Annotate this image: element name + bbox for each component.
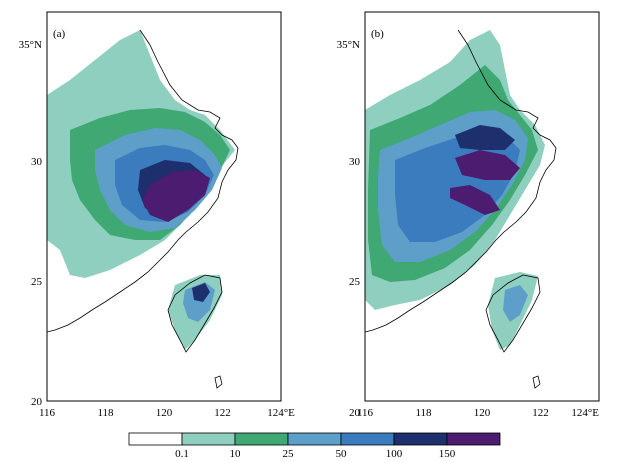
x-tick-label: 122 — [214, 407, 231, 419]
x-tick-label: 116 — [357, 407, 374, 419]
panel-label-a: (a) — [53, 28, 66, 40]
map-panel-b: (b) 116 118 120 122 124°E 35°N 30 25 20 — [337, 11, 600, 419]
taiwan-outline-b — [485, 274, 541, 353]
colorbar-tick-label: 150 — [439, 448, 456, 460]
colorbar: 0.1 10 25 50 100 150 — [128, 432, 501, 460]
x-tick-label: 124°E — [267, 407, 295, 419]
y-ticks-b: 35°N 30 25 20 — [337, 39, 361, 419]
colorbar-swatch — [128, 432, 183, 446]
coastline-b — [365, 29, 557, 333]
x-tick-label: 120 — [474, 407, 491, 419]
x-tick-label: 120 — [156, 407, 173, 419]
coastline-a — [47, 29, 239, 333]
colorbar-tick-label: 25 — [283, 448, 295, 460]
frame-b — [364, 11, 600, 402]
y-tick-label: 20 — [31, 396, 43, 408]
colorbar-tick-label: 100 — [386, 448, 403, 460]
precip-field-a — [47, 29, 239, 389]
y-tick-label: 35°N — [19, 39, 42, 51]
precip-band-max-b2 — [450, 185, 500, 215]
colorbar-swatch — [340, 432, 395, 446]
y-ticks-a: 35°N 30 25 20 — [19, 39, 43, 408]
precip-band-max-a2 — [192, 283, 210, 302]
island-b — [532, 375, 541, 389]
precip-band-25-50-b2 — [503, 285, 528, 322]
colorbar-tick-label: 50 — [336, 448, 348, 460]
colorbar-tick-label: 10 — [230, 448, 242, 460]
precip-band-max-b — [455, 150, 520, 180]
precip-band-100-150-b — [455, 125, 515, 150]
x-tick-label: 118 — [415, 407, 432, 419]
precip-band-max-a — [142, 170, 210, 222]
island-a — [214, 375, 223, 389]
y-tick-label: 35°N — [337, 39, 360, 51]
panel-label-b: (b) — [371, 28, 384, 40]
x-ticks-b: 116 118 120 122 124°E — [357, 407, 599, 419]
y-tick-label: 25 — [31, 276, 43, 288]
x-tick-label: 116 — [39, 407, 56, 419]
y-tick-label: 25 — [349, 276, 361, 288]
colorbar-swatch — [287, 432, 342, 446]
colorbar-swatch — [393, 432, 448, 446]
x-tick-label: 118 — [97, 407, 114, 419]
x-tick-label: 124°E — [571, 407, 599, 419]
precip-field-b — [365, 29, 557, 389]
colorbar-swatch — [181, 432, 236, 446]
colorbar-swatch — [446, 432, 501, 446]
frame-a — [46, 11, 282, 402]
y-tick-label: 30 — [31, 156, 43, 168]
y-tick-label: 30 — [349, 156, 361, 168]
colorbar-tick-label: 0.1 — [175, 448, 189, 460]
map-panel-a: (a) 116 118 120 122 124°E 35°N 30 25 20 — [19, 11, 295, 419]
colorbar-swatch — [234, 432, 289, 446]
x-ticks-a: 116 118 120 122 124°E — [39, 407, 295, 419]
taiwan-outline-a — [167, 274, 223, 353]
x-tick-label: 122 — [532, 407, 549, 419]
y-tick-label: 20 — [349, 407, 361, 419]
